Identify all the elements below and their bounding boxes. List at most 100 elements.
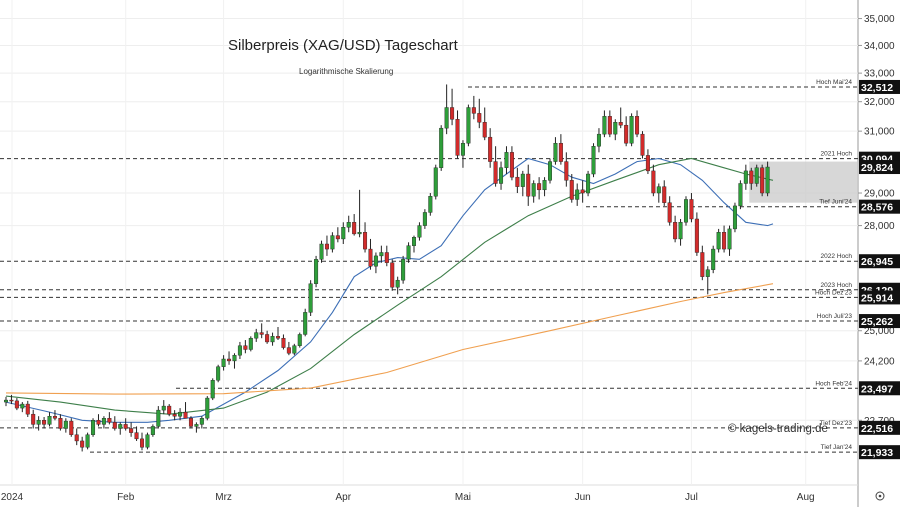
level-label: 2021 Hoch [821, 151, 853, 158]
level-value: 21,933 [861, 447, 893, 459]
candle-body [596, 133, 601, 147]
level-label: 2022 Hoch [821, 253, 853, 260]
y-tick-label: 34,000 [864, 41, 895, 52]
y-tick-label: 28,000 [864, 221, 895, 232]
candle-body [91, 420, 96, 435]
candle-body [58, 418, 63, 429]
x-tick-label: Jul [685, 492, 698, 503]
candle-body [3, 399, 8, 403]
candle-body [101, 418, 106, 425]
candle-body [553, 142, 558, 162]
candle-body [537, 183, 542, 191]
candle-body [25, 403, 30, 415]
candle-body [36, 420, 41, 425]
level-value: 22,516 [861, 423, 893, 435]
candle-body [134, 432, 139, 440]
candle-body [499, 167, 504, 184]
candle-body [586, 173, 591, 194]
moving-average-line-ma50 [5, 157, 774, 415]
candle-body [314, 259, 319, 284]
candle-body [118, 424, 123, 429]
y-tick-label: 29,000 [864, 189, 895, 200]
candle-body [450, 107, 455, 120]
candle-body [281, 337, 286, 348]
x-tick-label: Jun [575, 492, 591, 503]
candle-body [662, 186, 667, 203]
candle-body [412, 237, 417, 246]
level-value: 23,497 [861, 383, 893, 395]
level-lines: Hoch Mai'24 2021 Hoch Tief Juni'24 2022 Hoc… [0, 79, 858, 453]
candle-body [96, 420, 101, 425]
candle-body [700, 252, 705, 277]
candle-body [390, 262, 395, 288]
candle-body [303, 312, 308, 335]
y-tick-label: 32,000 [864, 97, 895, 108]
settings-icon[interactable] [875, 491, 885, 501]
candle-body [477, 113, 482, 123]
moving-averages [5, 157, 774, 423]
candle-body [74, 434, 79, 442]
candle-body [330, 235, 335, 250]
candle-body [488, 136, 493, 162]
candle-body [618, 122, 623, 126]
candle-body [85, 434, 90, 448]
candle-body [205, 397, 210, 419]
level-label: Hoch Juli'23 [817, 313, 853, 320]
y-tick-label: 25,000 [864, 326, 895, 337]
candle-body [471, 107, 476, 114]
level-value: 26,945 [861, 256, 893, 268]
candle-body [673, 222, 678, 240]
candle-body [406, 245, 411, 260]
candle-body [754, 167, 759, 184]
candle-body [548, 161, 553, 181]
candle-body [526, 173, 531, 197]
candle-body [63, 420, 68, 429]
candle-body [9, 399, 14, 402]
candle-body [384, 252, 389, 263]
resistance-zone [749, 161, 858, 203]
candle-body [433, 167, 438, 197]
candle-body [42, 420, 47, 425]
watermark: © kagels-trading.de [728, 423, 828, 435]
level-value: 28,576 [861, 202, 893, 214]
candle-body [232, 354, 237, 362]
candle-body [640, 133, 645, 156]
moving-average-line-ma200 [5, 283, 774, 395]
level-value: 32,512 [861, 82, 893, 94]
candle-body [265, 334, 270, 343]
level-label: Tief Juni'24 [819, 199, 852, 206]
candle-body [732, 205, 737, 230]
level-value-box [859, 79, 900, 94]
candle-body [564, 161, 569, 181]
candle-body [352, 222, 357, 235]
level-label: 2023 Hoch [821, 282, 853, 289]
y-tick-label: 31,000 [864, 127, 895, 138]
candle-body [645, 155, 650, 172]
candle-body [167, 405, 172, 415]
candle-body [107, 418, 112, 423]
candle-body [150, 426, 155, 435]
x-tick-label: 2024 [1, 492, 24, 503]
level-value-box [859, 445, 900, 460]
candle-body [417, 225, 422, 238]
candle-body [335, 235, 340, 240]
level-value-box [859, 290, 900, 305]
level-label: Hoch Dez'23 [815, 289, 852, 296]
candle-body [635, 116, 640, 135]
candle-body [575, 189, 580, 200]
candle-body [711, 248, 716, 270]
chart-subtitle: Logarithmische Skalierung [299, 67, 393, 76]
candle-body [112, 422, 117, 429]
x-tick-label: Mrz [215, 492, 232, 503]
candle-body [145, 434, 150, 448]
candle-body [607, 116, 612, 135]
candle-body [624, 124, 629, 144]
candle-body [531, 183, 536, 197]
candle-body [319, 243, 324, 260]
candle-body [188, 418, 193, 427]
candle-body [509, 152, 514, 178]
candle-body [444, 107, 449, 129]
candle-body [716, 232, 721, 250]
candles [3, 84, 770, 452]
candle-body [210, 380, 215, 399]
